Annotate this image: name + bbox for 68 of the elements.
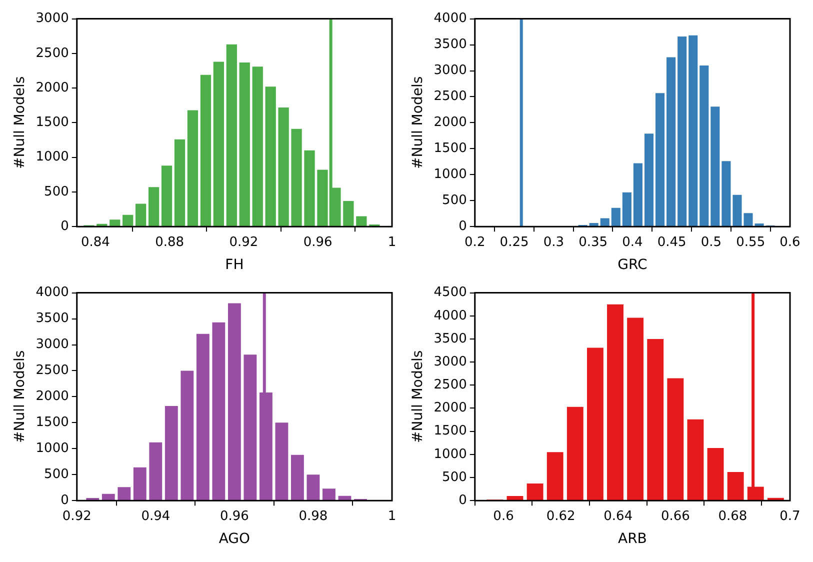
x-tick-label: 0.6 [780, 234, 800, 250]
x-tick-label: 1 [388, 508, 396, 524]
x-axis-title: FH [225, 257, 244, 274]
x-tick-label: 0.25 [500, 234, 529, 250]
y-tick-label: 2500 [434, 378, 467, 393]
y-tick-label: 1500 [434, 424, 467, 439]
x-tick-label: 0.55 [736, 234, 766, 250]
x-tick-label: 0.2 [464, 234, 486, 250]
y-axis-title: #Null Models [410, 350, 426, 444]
x-tick-label: 0.84 [80, 234, 110, 250]
x-tick-label: 0.62 [546, 508, 576, 524]
x-tick-label: 0.96 [303, 234, 332, 250]
x-tick-label: 0.7 [780, 508, 800, 524]
x-tick-label: 0.4 [622, 234, 643, 250]
y-tick-label: 3000 [434, 63, 467, 78]
x-tick-label: 0.88 [155, 234, 184, 250]
x-tick-label: 0.94 [141, 508, 170, 524]
y-tick-label: 3500 [434, 37, 467, 52]
y-axis-title: #Null Models [12, 350, 28, 444]
y-tick-label: 2000 [36, 80, 69, 96]
y-tick-label: 0 [60, 218, 69, 234]
y-tick-label: 1000 [36, 150, 69, 165]
y-axis-title: #Null Models [410, 76, 426, 170]
y-tick-label: 1000 [434, 167, 467, 182]
y-tick-label: 4000 [434, 308, 467, 324]
x-tick-label: 0.45 [657, 234, 686, 250]
y-tick-label: 2500 [36, 363, 69, 378]
y-tick-label: 3000 [434, 354, 467, 370]
y-tick-label: 0 [458, 218, 467, 234]
x-tick-label: 0.68 [718, 508, 748, 524]
y-tick-label: 1000 [434, 446, 467, 462]
x-tick-label: 0.5 [700, 234, 722, 250]
y-tick-label: 2500 [36, 46, 69, 61]
y-tick-label: 4000 [434, 11, 467, 26]
x-axis-title: AGO [218, 531, 250, 548]
x-tick-label: 0.3 [543, 234, 564, 250]
y-tick-label: 2000 [434, 115, 467, 130]
x-tick-label: 0.92 [62, 508, 92, 524]
x-tick-label: 0.96 [220, 508, 249, 524]
x-tick-label: 0.64 [604, 508, 633, 524]
y-tick-label: 4500 [434, 285, 467, 300]
y-tick-label: 2000 [36, 389, 69, 404]
y-tick-label: 3500 [434, 331, 467, 346]
x-tick-label: 0.6 [493, 508, 514, 524]
y-tick-label: 500 [442, 470, 467, 485]
y-tick-label: 500 [442, 193, 467, 208]
y-tick-label: 0 [458, 492, 467, 508]
x-tick-label: 1 [388, 234, 396, 250]
x-tick-label: 0.66 [660, 508, 690, 524]
y-axis-title: #Null Models [12, 76, 28, 170]
y-tick-label: 4000 [36, 285, 69, 300]
y-tick-label: 1500 [434, 141, 467, 156]
x-axis-title: ARB [618, 531, 647, 548]
y-tick-label: 3000 [36, 337, 69, 352]
y-tick-label: 1000 [36, 441, 69, 456]
y-tick-label: 500 [44, 467, 69, 482]
y-tick-label: 3500 [36, 311, 69, 326]
y-tick-label: 2000 [434, 400, 467, 416]
y-tick-label: 1500 [36, 415, 69, 430]
y-tick-label: 2500 [434, 89, 467, 104]
x-tick-label: 0.98 [298, 508, 328, 524]
y-tick-label: 1500 [36, 115, 69, 130]
y-tick-label: 3000 [36, 11, 69, 26]
x-axis-title: GRC [618, 257, 648, 274]
x-tick-label: 0.35 [578, 234, 608, 250]
x-tick-label: 0.92 [229, 234, 258, 250]
y-tick-label: 0 [60, 492, 69, 508]
y-tick-label: 500 [44, 184, 69, 200]
